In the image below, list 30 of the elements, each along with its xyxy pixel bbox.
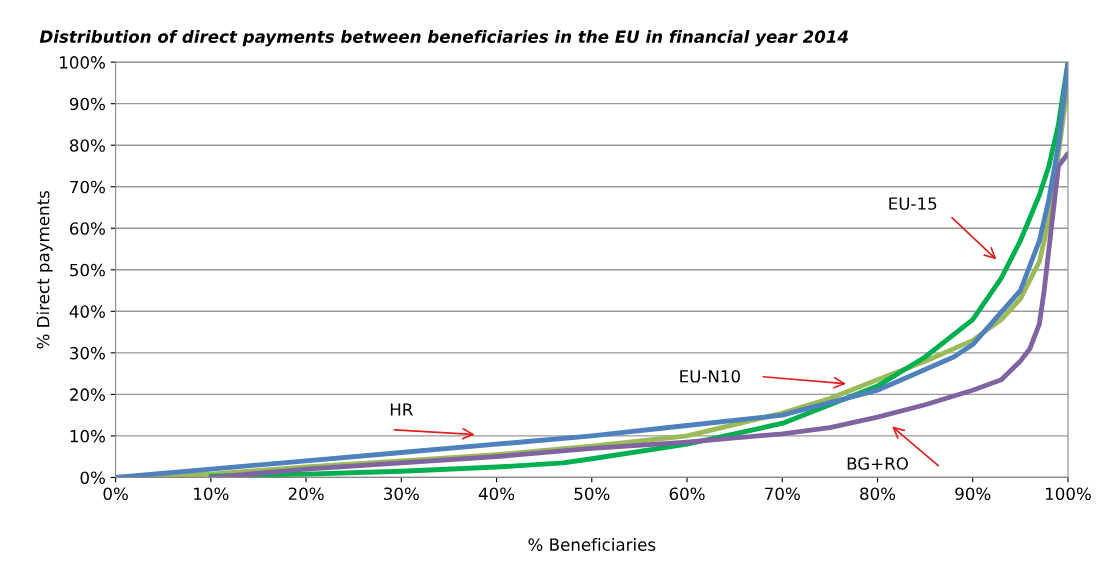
x-tick-label: 50%	[574, 487, 610, 501]
x-tick-label: 30%	[384, 487, 419, 501]
y-tick-label: 20%	[70, 388, 105, 401]
y-tick-label: 90%	[69, 97, 105, 111]
y-tick-label: 60%	[70, 222, 105, 235]
x-tick-label: 100%	[1045, 487, 1091, 501]
y-tick-label: 0%	[80, 471, 105, 484]
annotation: EU-N10	[680, 369, 740, 383]
annotation: BG+RO	[847, 457, 908, 470]
x-tick-label: 90%	[955, 487, 991, 501]
chart-title: Distribution of direct payments between beneficiaries in the EU in financial year 2014	[39, 30, 848, 47]
x-axis-title: % Beneficiaries	[528, 538, 656, 551]
x-tick-label: 80%	[860, 487, 896, 501]
y-tick-label: 70%	[70, 180, 105, 194]
y-tick-label: 30%	[70, 346, 105, 360]
x-tick-label: 40%	[478, 487, 515, 501]
line-series	[208, 151, 1068, 478]
annotation: EU-15	[889, 197, 937, 210]
x-tick-label: 70%	[765, 487, 800, 501]
x-tick-label: 60%	[669, 487, 705, 501]
y-axis-title: % Direct payments	[36, 190, 53, 349]
y-tick-label: 50%	[70, 263, 105, 277]
x-tick-label: 0%	[103, 487, 128, 501]
y-tick-label: 100%	[60, 56, 105, 69]
y-tick-label: 10%	[70, 429, 105, 443]
x-tick-label: 20%	[288, 487, 324, 501]
annotation: HR	[390, 403, 413, 416]
y-tick-label: 80%	[69, 139, 105, 152]
y-tick-label: 40%	[69, 305, 105, 318]
x-tick-label: 10%	[194, 487, 229, 501]
